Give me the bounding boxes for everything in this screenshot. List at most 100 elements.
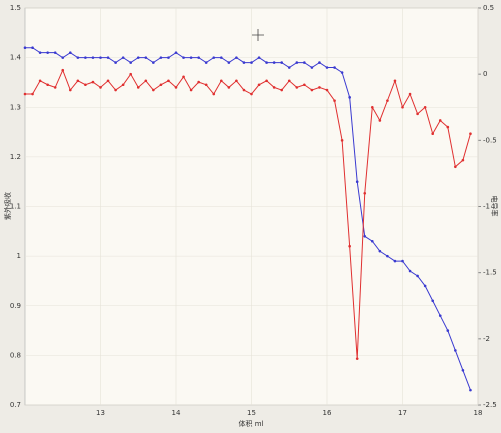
y-tick-label: 0.7	[10, 401, 21, 409]
point	[159, 83, 163, 87]
point	[416, 274, 419, 278]
point	[227, 61, 231, 64]
y2-tick-label: -1	[483, 203, 490, 211]
y-tick-label: 1.1	[10, 203, 21, 211]
point	[340, 71, 344, 74]
point	[84, 83, 87, 87]
y-tick-label: 0.9	[10, 302, 21, 310]
point	[431, 299, 435, 303]
point	[469, 132, 472, 136]
point	[121, 83, 125, 87]
point	[53, 51, 57, 54]
point	[99, 86, 102, 89]
point	[91, 80, 95, 84]
point	[272, 61, 276, 64]
point	[250, 61, 253, 64]
point	[144, 79, 148, 83]
point	[38, 51, 42, 54]
point	[265, 61, 268, 64]
x-axis-label: 体积 ml	[239, 419, 264, 428]
point	[378, 119, 382, 122]
point	[423, 284, 427, 288]
point	[189, 56, 193, 59]
point	[363, 234, 367, 238]
point	[393, 259, 397, 263]
point	[136, 56, 140, 59]
point	[235, 79, 238, 83]
point	[114, 61, 117, 64]
point	[295, 86, 299, 89]
point	[355, 180, 359, 183]
point	[295, 61, 299, 64]
point	[159, 56, 163, 59]
point	[182, 75, 185, 79]
point	[61, 68, 65, 72]
crosshair	[252, 29, 264, 41]
point	[189, 88, 193, 92]
point	[333, 66, 336, 69]
point	[325, 66, 329, 69]
point	[355, 357, 359, 360]
point	[318, 86, 321, 89]
point	[393, 79, 397, 83]
point	[242, 61, 246, 64]
point	[280, 88, 284, 92]
x-tick-label: 16	[323, 409, 332, 417]
point	[250, 92, 253, 96]
point	[182, 56, 185, 59]
point	[348, 244, 351, 248]
point	[280, 61, 284, 64]
point	[454, 349, 457, 352]
point	[371, 105, 374, 109]
point	[446, 329, 450, 332]
y2-tick-label: -2	[483, 335, 490, 343]
point	[257, 83, 261, 87]
point	[212, 92, 216, 96]
point	[129, 72, 132, 76]
point	[378, 249, 382, 253]
y-tick-label: 0.8	[10, 351, 21, 359]
point	[167, 79, 170, 83]
point	[461, 368, 465, 372]
point	[31, 92, 34, 96]
point	[287, 79, 291, 83]
point	[91, 56, 95, 59]
x-tick-label: 15	[247, 409, 256, 417]
point	[152, 88, 155, 92]
point	[212, 56, 216, 59]
point	[469, 388, 472, 392]
point	[121, 56, 125, 59]
point	[265, 79, 268, 83]
point	[303, 83, 306, 87]
point	[76, 56, 80, 59]
point	[371, 239, 374, 243]
point	[220, 56, 223, 59]
x-tick-label: 18	[474, 409, 483, 417]
point	[46, 51, 49, 54]
point	[84, 56, 87, 59]
y-tick-label: 1.5	[10, 4, 21, 12]
y-tick-label: 1.4	[10, 54, 22, 62]
y2-tick-label: -0.5	[483, 136, 497, 144]
point	[129, 61, 132, 64]
point	[386, 254, 389, 258]
y-tick-label: 1.3	[10, 103, 21, 111]
point	[401, 259, 404, 263]
y-tick-label: 1.2	[10, 153, 21, 161]
point	[386, 99, 389, 102]
y2-tick-label: -2.5	[483, 401, 497, 409]
point	[423, 105, 427, 109]
point	[438, 314, 442, 317]
x-tick-label: 17	[398, 409, 407, 417]
point	[53, 86, 57, 89]
point	[287, 66, 291, 69]
point	[257, 56, 261, 59]
point	[38, 79, 42, 83]
point	[325, 88, 329, 92]
point	[204, 61, 208, 64]
point	[23, 92, 27, 96]
point	[23, 46, 27, 49]
point	[69, 88, 72, 92]
point	[204, 83, 208, 87]
